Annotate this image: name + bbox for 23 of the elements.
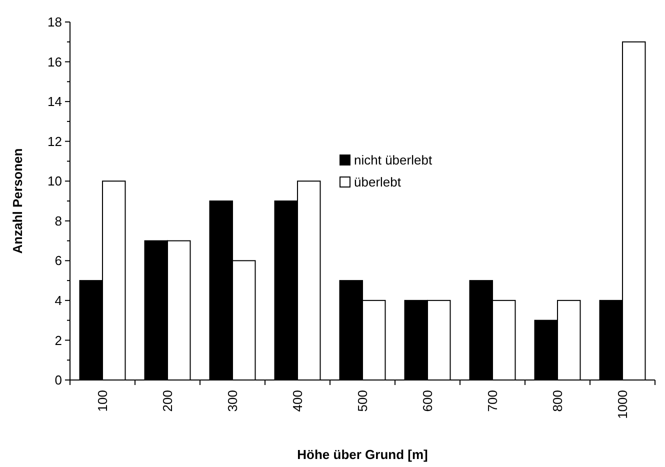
y-tick-label: 14 — [48, 94, 62, 110]
x-tick-label: 100 — [95, 390, 110, 412]
y-tick-label: 4 — [54, 292, 62, 308]
y-tick-label: 6 — [54, 253, 62, 268]
legend-label: nicht überlebt — [354, 152, 432, 168]
y-tick-label: 0 — [54, 372, 62, 388]
y-tick-label: 10 — [48, 174, 62, 189]
x-tick-label: 400 — [290, 390, 306, 412]
x-tick-label: 600 — [420, 390, 436, 412]
y-tick-label: 16 — [48, 54, 62, 70]
legend-label: überlebt — [354, 174, 402, 190]
y-tick-label: 12 — [48, 134, 62, 149]
x-tick-label: 200 — [160, 390, 176, 412]
y-tick-label: 2 — [54, 332, 62, 348]
x-axis-title: Höhe über Grund [m] — [297, 447, 428, 462]
y-axis-title: Anzahl Personen — [10, 148, 25, 254]
y-tick-label: 18 — [48, 14, 62, 30]
y-tick-label: 8 — [54, 213, 62, 228]
x-tick-label: 700 — [485, 390, 500, 412]
x-tick-label: 500 — [355, 390, 370, 412]
x-tick-label: 1000 — [615, 390, 630, 419]
x-tick-label: 300 — [225, 390, 240, 412]
x-tick-label: 800 — [550, 390, 566, 412]
